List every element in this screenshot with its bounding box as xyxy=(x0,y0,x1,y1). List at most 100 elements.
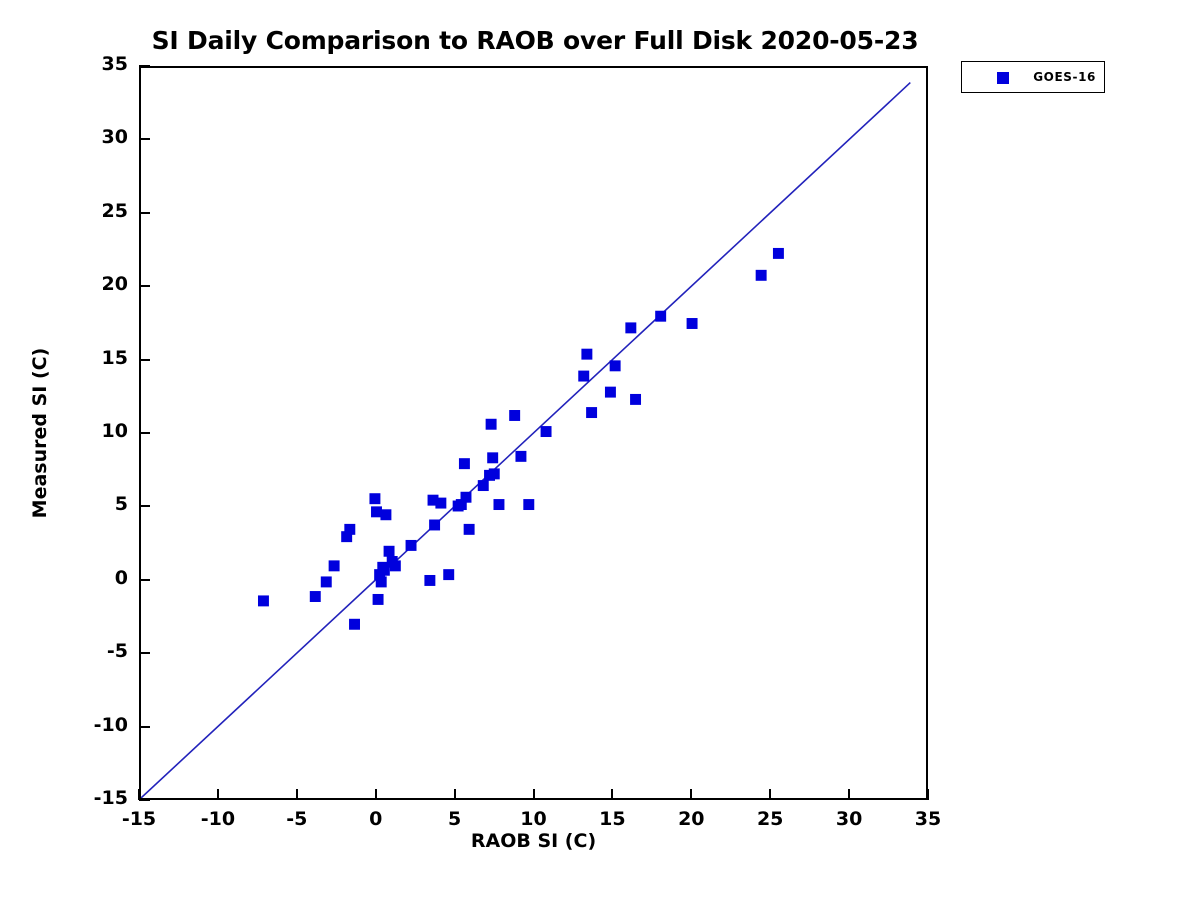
scatter-point xyxy=(523,499,535,511)
x-tick-mark xyxy=(295,789,298,800)
scatter-point xyxy=(604,386,616,398)
x-tick-label: 15 xyxy=(599,808,626,830)
one-to-one-line xyxy=(141,82,911,798)
y-tick-label: 25 xyxy=(101,199,128,222)
scatter-point xyxy=(772,247,784,259)
scatter-point xyxy=(755,269,767,281)
x-tick-label: 35 xyxy=(914,808,942,830)
y-tick-label: 15 xyxy=(101,346,128,369)
scatter-point xyxy=(477,480,489,492)
scatter-point xyxy=(509,410,521,421)
x-tick-label: 25 xyxy=(756,808,784,830)
scatter-point xyxy=(378,564,390,576)
x-tick-mark xyxy=(374,789,377,800)
scatter-point xyxy=(485,418,497,430)
scatter-point xyxy=(581,348,593,360)
y-tick-label: 35 xyxy=(101,53,128,75)
scatter-point xyxy=(424,574,436,586)
scatter-point xyxy=(380,509,392,521)
y-tick-mark xyxy=(139,578,150,581)
y-tick-mark xyxy=(139,211,150,214)
scatter-point xyxy=(372,593,384,605)
y-tick-mark xyxy=(139,799,150,801)
scatter-point xyxy=(463,523,475,535)
scatter-point xyxy=(487,452,499,464)
scatter-point xyxy=(458,458,470,470)
scatter-point xyxy=(309,591,321,602)
x-tick-mark xyxy=(848,789,851,800)
scatter-point xyxy=(515,450,527,462)
scatter-point xyxy=(369,493,381,505)
legend-box[interactable]: GOES-16 xyxy=(961,61,1105,93)
y-tick-label: 20 xyxy=(101,273,128,296)
scatter-point xyxy=(328,560,340,572)
scatter-point xyxy=(630,393,642,405)
x-tick-label: -5 xyxy=(286,808,308,830)
scatter-point xyxy=(455,499,467,511)
scatter-point xyxy=(435,497,447,509)
x-axis-label: RAOB SI (C) xyxy=(470,830,597,852)
scatter-point xyxy=(341,531,353,543)
x-tick-mark xyxy=(769,789,772,800)
x-tick-label: 10 xyxy=(520,808,547,830)
x-tick-mark xyxy=(927,789,929,800)
scatter-point xyxy=(320,576,332,588)
y-tick-mark xyxy=(139,65,150,67)
scatter-point xyxy=(686,318,698,329)
y-tick-mark xyxy=(139,432,150,434)
legend-label-goes16: GOES-16 xyxy=(1033,70,1096,84)
scatter-point xyxy=(257,595,269,607)
scatter-points xyxy=(257,247,784,630)
y-tick-label: -15 xyxy=(93,787,128,809)
x-tick-mark xyxy=(216,789,219,800)
scatter-point xyxy=(460,491,472,503)
y-tick-label: 30 xyxy=(101,126,128,149)
y-axis-label: Measured SI (C) xyxy=(29,347,51,519)
y-tick-mark xyxy=(139,505,150,508)
scatter-point xyxy=(405,539,417,551)
y-tick-label: -10 xyxy=(93,713,128,736)
scatter-point xyxy=(375,576,387,588)
y-tick-mark xyxy=(139,725,150,728)
scatter-point xyxy=(427,494,439,506)
y-tick-mark xyxy=(139,138,150,141)
x-tick-label: 20 xyxy=(678,808,705,830)
scatter-point xyxy=(586,407,598,419)
scatter-point xyxy=(540,426,552,438)
chart-title: SI Daily Comparison to RAOB over Full Di… xyxy=(151,26,919,55)
scatter-point xyxy=(493,499,505,511)
x-tick-label: 30 xyxy=(835,808,863,830)
x-tick-mark xyxy=(138,789,140,800)
scatter-point xyxy=(443,569,455,581)
x-tick-label: 5 xyxy=(447,808,462,830)
x-tick-mark xyxy=(611,789,614,800)
y-tick-mark xyxy=(139,285,150,288)
scatter-point xyxy=(371,506,382,518)
scatter-point xyxy=(389,560,401,572)
x-tick-mark xyxy=(453,789,456,800)
y-tick-label: 5 xyxy=(114,493,128,516)
x-tick-label: -15 xyxy=(121,808,157,830)
scatter-point xyxy=(429,519,441,531)
plot-canvas xyxy=(141,82,911,798)
scatter-point xyxy=(344,523,356,535)
scatter-point xyxy=(578,370,590,382)
x-tick-mark xyxy=(532,789,535,800)
scatter-point xyxy=(655,310,667,322)
legend-swatch-goes16 xyxy=(997,72,1009,84)
y-tick-mark xyxy=(139,358,150,361)
x-tick-mark xyxy=(690,789,693,800)
x-tick-label: 0 xyxy=(369,808,383,830)
scatter-point xyxy=(383,545,395,557)
scatter-point xyxy=(625,322,637,334)
scatter-point xyxy=(488,468,500,480)
x-tick-label: -10 xyxy=(200,808,236,830)
y-tick-mark xyxy=(139,652,150,655)
y-tick-label: -5 xyxy=(106,640,128,663)
scatter-point xyxy=(349,618,360,630)
plot-area xyxy=(139,66,928,800)
scatter-point xyxy=(609,360,621,372)
y-tick-label: 10 xyxy=(101,420,128,442)
y-tick-label: 0 xyxy=(114,566,128,589)
